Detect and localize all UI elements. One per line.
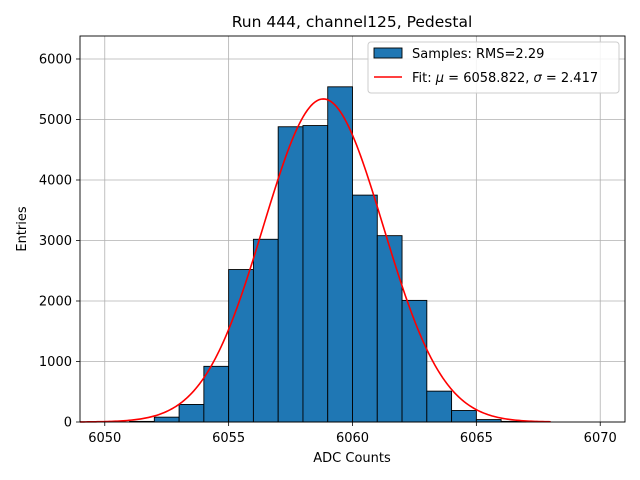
y-tick-label: 1000 [39,355,72,370]
x-axis-label: ADC Counts [313,451,391,466]
histogram-bar [376,235,403,423]
legend-samples-label: Samples: RMS=2.29 [412,47,544,62]
x-tick-label: 6065 [460,431,493,446]
x-tick-label: 6050 [88,431,121,446]
gaussian-fit-curve [79,98,551,423]
y-tick-label: 0 [64,416,72,431]
y-axis-label: Entries [15,206,30,252]
histogram-bar [153,416,180,423]
histogram-bar [203,365,230,423]
chart-title: Run 444, channel125, Pedestal [232,13,473,31]
x-tick-label: 6060 [336,431,369,446]
legend-fit-prefix: Fit: [412,71,436,86]
histogram-bar [277,126,304,423]
legend-samples-swatch [373,47,403,59]
y-tick-label: 6000 [39,52,72,67]
legend: Samples: RMS=2.29 Fit: μ = 6058.822, σ =… [367,41,620,94]
y-tick-label: 5000 [39,113,72,128]
legend-fit-mu-symbol: μ [435,71,444,86]
y-axis-ticks: 0 1000 2000 3000 4000 5000 6000 [39,52,80,431]
y-tick-label: 2000 [39,294,72,309]
histogram-bar [178,404,205,423]
legend-fit-sigma-value: = 2.417 [542,71,598,86]
histogram-bar [327,86,353,423]
x-axis-ticks: 6050 6055 6060 6065 6070 [88,422,617,446]
histogram-bar [352,194,378,423]
histogram-bars [129,86,527,423]
histogram-bar [228,269,254,423]
histogram-bar [451,410,477,423]
x-tick-label: 6070 [584,431,617,446]
legend-fit-label: Fit: μ = 6058.822, σ = 2.417 [412,71,598,86]
legend-box [367,41,620,94]
x-tick-label: 6055 [212,431,245,446]
y-tick-label: 4000 [39,173,72,188]
legend-fit-mu-value: = 6058.822, [444,71,533,86]
y-tick-label: 3000 [39,234,72,249]
histogram-bar [252,238,279,423]
legend-fit-sigma-symbol: σ [534,71,543,86]
histogram-bar [426,390,453,423]
histogram-bar [302,125,329,423]
